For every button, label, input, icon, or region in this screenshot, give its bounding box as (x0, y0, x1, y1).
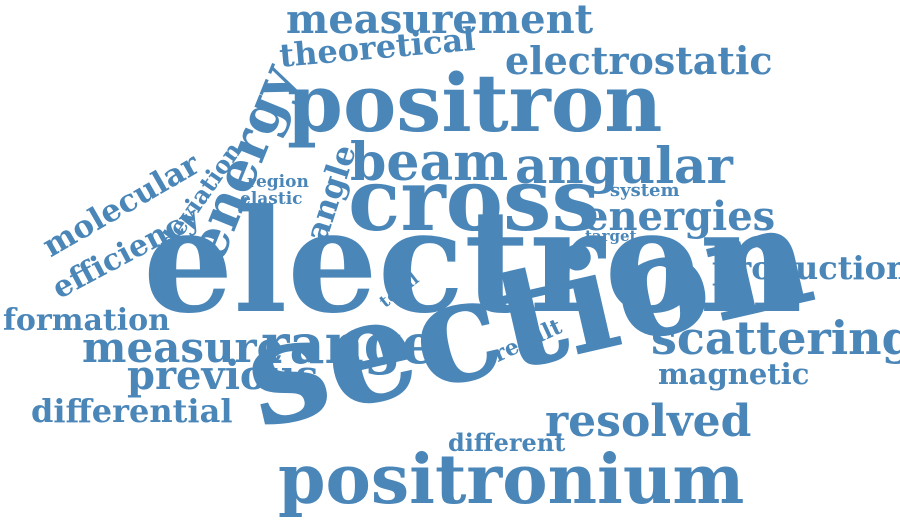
word-magnetic: magnetic (658, 357, 810, 391)
word-measure: measure (82, 323, 284, 372)
word-previous: previous (127, 352, 319, 399)
word-electrostatic: electrostatic (505, 38, 773, 83)
word-angular: angular (515, 136, 733, 195)
word-positronium: positronium (278, 440, 745, 520)
word-range: range (261, 312, 436, 376)
word-formation: formation (3, 303, 170, 338)
word-elastic: elastic (240, 189, 303, 209)
word-electron: electron (143, 179, 803, 345)
word-scattering: scattering (651, 311, 900, 365)
word-system: system (610, 180, 680, 201)
word-different: different (448, 428, 566, 457)
word-target: target (585, 227, 637, 245)
word-measurement: measurement (286, 0, 594, 43)
word-energies: energies (583, 193, 776, 240)
word-resolved: resolved (545, 396, 752, 447)
word-positron: positron (287, 56, 663, 150)
word-region: region (247, 172, 309, 192)
word-differential: differential (31, 392, 233, 430)
word-production: production (712, 249, 900, 287)
word-beam: beam (350, 132, 509, 193)
word-cross: cross (348, 150, 600, 251)
